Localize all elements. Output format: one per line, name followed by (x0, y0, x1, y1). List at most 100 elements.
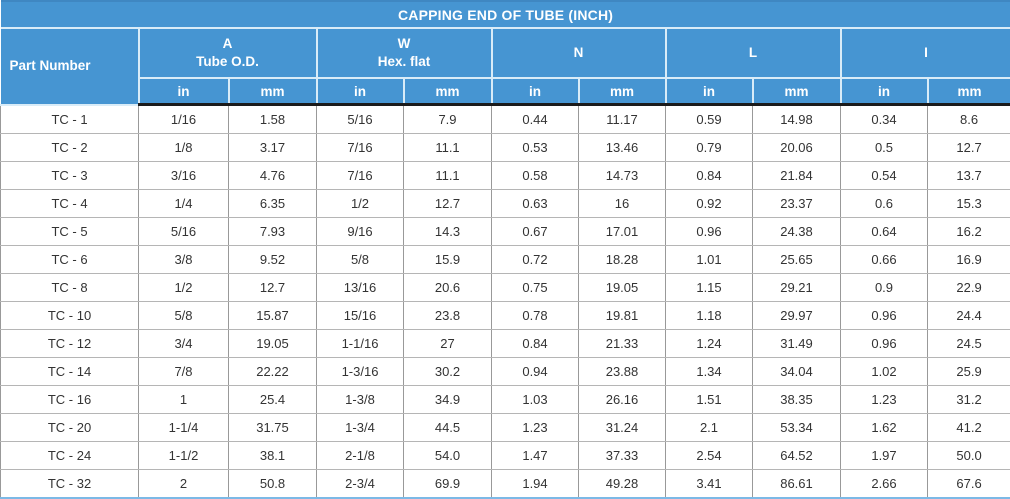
part-number-cell: TC - 4 (1, 190, 139, 218)
part-number-cell: TC - 8 (1, 274, 139, 302)
unit-header-mm: mm (928, 78, 1010, 105)
part-number-cell: TC - 12 (1, 330, 139, 358)
part-number-cell: TC - 20 (1, 414, 139, 442)
value-cell: 31.75 (229, 414, 317, 442)
value-cell: 0.59 (666, 105, 753, 134)
value-cell: 31.49 (753, 330, 841, 358)
value-cell: 50.8 (229, 470, 317, 499)
value-cell: 37.33 (579, 442, 666, 470)
value-cell: 0.84 (492, 330, 579, 358)
value-cell: 69.9 (404, 470, 492, 499)
value-cell: 0.72 (492, 246, 579, 274)
part-number-cell: TC - 10 (1, 302, 139, 330)
value-cell: 19.05 (579, 274, 666, 302)
value-cell: 41.2 (928, 414, 1010, 442)
value-cell: 7.93 (229, 218, 317, 246)
value-cell: 31.2 (928, 386, 1010, 414)
value-cell: 9.52 (229, 246, 317, 274)
value-cell: 16 (579, 190, 666, 218)
value-cell: 21.84 (753, 162, 841, 190)
value-cell: 24.5 (928, 330, 1010, 358)
value-cell: 20.06 (753, 134, 841, 162)
value-cell: 0.53 (492, 134, 579, 162)
value-cell: 15.3 (928, 190, 1010, 218)
value-cell: 0.58 (492, 162, 579, 190)
value-cell: 1.47 (492, 442, 579, 470)
value-cell: 29.21 (753, 274, 841, 302)
value-cell: 23.37 (753, 190, 841, 218)
value-cell: 20.6 (404, 274, 492, 302)
value-cell: 38.1 (229, 442, 317, 470)
value-cell: 17.01 (579, 218, 666, 246)
value-cell: 1/2 (139, 274, 229, 302)
value-cell: 1.24 (666, 330, 753, 358)
value-cell: 34.9 (404, 386, 492, 414)
value-cell: 49.28 (579, 470, 666, 499)
value-cell: 13.7 (928, 162, 1010, 190)
group-label: A (141, 35, 315, 53)
unit-header-in: in (317, 78, 404, 105)
value-cell: 25.4 (229, 386, 317, 414)
value-cell: 50.0 (928, 442, 1010, 470)
unit-header-in: in (492, 78, 579, 105)
value-cell: 44.5 (404, 414, 492, 442)
value-cell: 19.81 (579, 302, 666, 330)
value-cell: 0.6 (841, 190, 928, 218)
value-cell: 2.54 (666, 442, 753, 470)
unit-header-in: in (841, 78, 928, 105)
value-cell: 1.01 (666, 246, 753, 274)
value-cell: 64.52 (753, 442, 841, 470)
unit-header-mm: mm (229, 78, 317, 105)
part-number-cell: TC - 1 (1, 105, 139, 134)
value-cell: 53.34 (753, 414, 841, 442)
value-cell: 2.1 (666, 414, 753, 442)
value-cell: 29.97 (753, 302, 841, 330)
value-cell: 1-1/16 (317, 330, 404, 358)
value-cell: 23.8 (404, 302, 492, 330)
value-cell: 1-3/4 (317, 414, 404, 442)
value-cell: 12.7 (229, 274, 317, 302)
value-cell: 0.44 (492, 105, 579, 134)
value-cell: 12.7 (404, 190, 492, 218)
value-cell: 1/8 (139, 134, 229, 162)
value-cell: 0.96 (666, 218, 753, 246)
value-cell: 22.22 (229, 358, 317, 386)
value-cell: 13.46 (579, 134, 666, 162)
value-cell: 11.1 (404, 162, 492, 190)
value-cell: 0.54 (841, 162, 928, 190)
table-title: CAPPING END OF TUBE (INCH) (1, 1, 1010, 28)
column-group-header-n: N (492, 28, 666, 78)
value-cell: 5/16 (317, 105, 404, 134)
table-header: CAPPING END OF TUBE (INCH) Part Number A… (1, 1, 1010, 105)
value-cell: 0.78 (492, 302, 579, 330)
value-cell: 1.58 (229, 105, 317, 134)
value-cell: 1 (139, 386, 229, 414)
value-cell: 0.63 (492, 190, 579, 218)
value-cell: 6.35 (229, 190, 317, 218)
value-cell: 0.75 (492, 274, 579, 302)
value-cell: 14.73 (579, 162, 666, 190)
value-cell: 1.97 (841, 442, 928, 470)
value-cell: 1.15 (666, 274, 753, 302)
value-cell: 14.3 (404, 218, 492, 246)
value-cell: 30.2 (404, 358, 492, 386)
value-cell: 1.94 (492, 470, 579, 499)
value-cell: 2.66 (841, 470, 928, 499)
part-number-cell: TC - 14 (1, 358, 139, 386)
unit-header-mm: mm (404, 78, 492, 105)
unit-header-in: in (139, 78, 229, 105)
value-cell: 0.64 (841, 218, 928, 246)
value-cell: 14.98 (753, 105, 841, 134)
value-cell: 13/16 (317, 274, 404, 302)
